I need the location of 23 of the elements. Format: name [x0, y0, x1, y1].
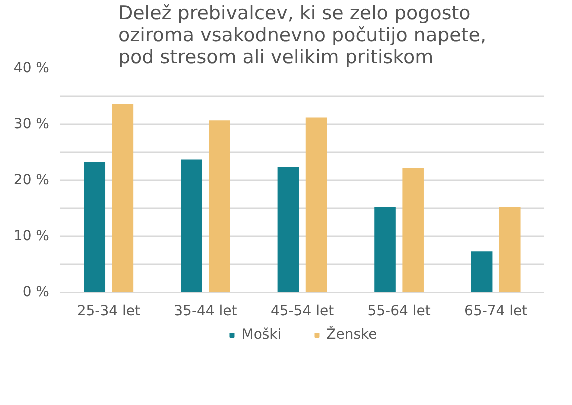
- x-tick-label: 25-34 let: [77, 304, 141, 320]
- y-tick-label: 0 %: [22, 284, 50, 300]
- y-tick-label: 20 %: [14, 172, 50, 188]
- legend-label: Ženske: [326, 327, 378, 343]
- bar: [306, 118, 328, 292]
- bar: [112, 104, 134, 292]
- bar: [471, 252, 493, 292]
- bar: [278, 167, 300, 292]
- bar: [209, 120, 230, 292]
- y-tick-label: 10 %: [14, 228, 50, 244]
- bar: [499, 207, 521, 292]
- bar: [374, 207, 396, 292]
- chart-title: Delež prebivalcev, ki se zelo pogosto oziroma vsakodnevno počutijo napete, pod stresom ali velikim pritiskom: [118, 2, 487, 68]
- bar: [84, 162, 106, 292]
- y-tick-label: 40 %: [14, 60, 50, 76]
- x-tick-label: 55-64 let: [368, 304, 432, 320]
- bar: [402, 168, 424, 292]
- bar: [181, 160, 202, 292]
- x-tick-label: 35-44 let: [174, 304, 238, 320]
- x-tick-label: 45-54 let: [270, 304, 335, 320]
- legend-label: Moški: [242, 327, 282, 343]
- x-tick-label: 65-74 let: [464, 304, 528, 320]
- y-tick-label: 30 %: [14, 116, 50, 132]
